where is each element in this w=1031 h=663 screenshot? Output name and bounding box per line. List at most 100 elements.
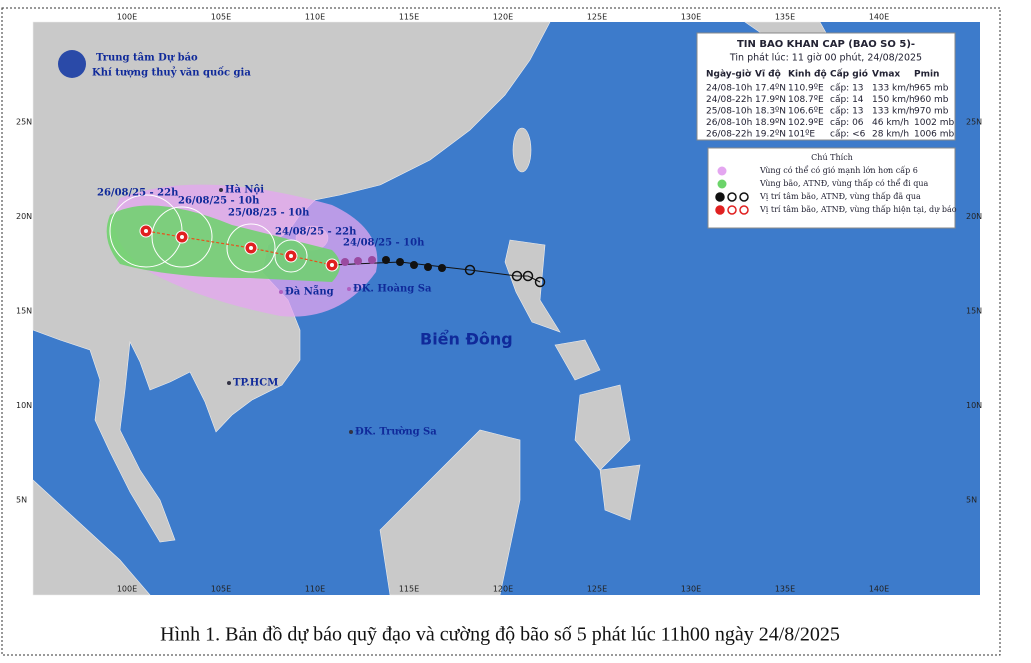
- forecast-label: 25/08/25 - 10h: [228, 208, 310, 219]
- lon-label: 120E: [493, 585, 513, 594]
- place-dot: [279, 290, 283, 294]
- forecast-label: 26/08/25 - 10h: [178, 196, 260, 207]
- place-label: Hà Nội: [225, 185, 264, 196]
- lon-label: 105E: [211, 13, 231, 22]
- table-cell: 17.4ºN: [755, 84, 786, 94]
- caption: Hình 1. Bản đồ dự báo quỹ đạo và cường đ…: [160, 624, 840, 646]
- column-header: Kinh độ: [788, 70, 827, 80]
- forecast-label: 24/08/25 - 10h: [343, 238, 425, 249]
- lat-label: 20N: [966, 212, 982, 221]
- land: [32, 21, 831, 596]
- bulletin-box: [696, 32, 956, 141]
- table-cell: cấp: 13: [830, 83, 864, 94]
- lon-label: 100E: [117, 13, 137, 22]
- forecast-position-eye: [249, 246, 253, 250]
- legend-title: Chú Thích: [811, 153, 853, 162]
- table-cell: 24/08-10h: [706, 84, 752, 94]
- lon-label: 120E: [493, 13, 513, 22]
- lat-label: 5N: [966, 496, 977, 505]
- forecast-position-eye: [330, 263, 334, 267]
- table-cell: cấp: 14: [830, 94, 864, 105]
- table-cell: 102.9ºE: [788, 118, 824, 128]
- table-cell: 28 km/h: [872, 130, 909, 140]
- table-cell: 26/08-22h: [706, 130, 752, 140]
- past-position: [534, 276, 546, 288]
- table-cell: 960 mb: [914, 95, 949, 105]
- lat-label: 5N: [16, 496, 27, 505]
- logo: [58, 50, 86, 78]
- table-cell: 18.3ºN: [755, 107, 786, 117]
- forecast-position-eye: [289, 254, 293, 258]
- table-cell: 965 mb: [914, 84, 949, 94]
- place-dot: [347, 287, 351, 291]
- lat-label: 20N: [16, 212, 32, 221]
- past-position: [410, 261, 418, 269]
- past-position: [382, 256, 390, 264]
- lon-label: 140E: [869, 13, 889, 22]
- bulletin-issued: Tin phát lúc: 11 giờ 00 phút, 24/08/2025: [729, 53, 922, 64]
- column-header: Ngày-giờ: [706, 69, 752, 80]
- legend-item: Vị trí tâm bão, ATNĐ, vùng thấp hiện tại…: [759, 205, 957, 214]
- table-cell: cấp: <6: [830, 129, 866, 140]
- place-label: ĐK. Trường Sa: [355, 427, 437, 438]
- legend-swatch: [739, 192, 749, 202]
- past-position: [396, 258, 404, 266]
- bulletin-title: TIN BAO KHAN CAP (BAO SO 5)-: [737, 39, 915, 50]
- past-position: [424, 263, 432, 271]
- lon-label: 110E: [305, 13, 325, 22]
- lon-label: 125E: [587, 585, 607, 594]
- place-label: Đà Nẵng: [285, 286, 334, 298]
- legend-swatch: [727, 192, 737, 202]
- column-header: Vĩ độ: [755, 70, 781, 80]
- lon-label: 115E: [399, 585, 419, 594]
- legend-item: Vùng bão, ATNĐ, vùng thấp có thể đi qua: [759, 179, 929, 188]
- lat-label: 15N: [966, 307, 982, 316]
- place-label: ĐK. Hoàng Sa: [353, 284, 432, 295]
- table-cell: 18.9ºN: [755, 118, 786, 128]
- lat-label: 10N: [16, 401, 32, 410]
- table-cell: 24/08-22h: [706, 95, 752, 105]
- lon-label: 105E: [211, 585, 231, 594]
- past-position: [511, 270, 523, 282]
- legend-swatch: [727, 205, 737, 215]
- org-line: Khí tượng thuỷ văn quốc gia: [92, 67, 251, 79]
- place-label: TP.HCM: [233, 378, 278, 389]
- lat-label: 10N: [966, 401, 982, 410]
- forecast-label: 26/08/25 - 22h: [97, 188, 179, 199]
- lon-label: 135E: [775, 13, 795, 22]
- table-cell: 133 km/h: [872, 107, 915, 117]
- past-position: [368, 256, 376, 264]
- table-cell: 133 km/h: [872, 84, 915, 94]
- table-cell: 106.6ºE: [788, 107, 824, 117]
- table-cell: cấp: 06: [830, 117, 864, 128]
- legend-swatch: [715, 192, 725, 202]
- past-position: [354, 257, 362, 265]
- place-dot: [219, 188, 223, 192]
- table-cell: 1002 mb: [914, 118, 955, 128]
- column-header: Vmax: [872, 70, 900, 80]
- lon-label: 130E: [681, 585, 701, 594]
- sea-label: Biển Đông: [420, 330, 513, 349]
- table-cell: 101ºE: [788, 130, 815, 140]
- table-cell: 970 mb: [914, 107, 949, 117]
- column-header: Pmin: [914, 70, 939, 80]
- lon-label: 100E: [117, 585, 137, 594]
- past-position: [522, 270, 534, 282]
- table-cell: 110.9ºE: [788, 84, 824, 94]
- column-header: Cấp gió: [830, 69, 868, 80]
- past-position: [464, 264, 476, 276]
- past-position: [438, 264, 446, 272]
- table-cell: 150 km/h: [872, 95, 915, 105]
- legend-swatch: [717, 179, 727, 189]
- forecast-position-eye: [144, 229, 148, 233]
- table-cell: 25/08-10h: [706, 107, 752, 117]
- legend-item: Vùng có thể có gió mạnh lớn hơn cấp 6: [759, 166, 918, 175]
- forecast-position-eye: [180, 235, 184, 239]
- table-cell: 1006 mb: [914, 130, 955, 140]
- lat-label: 25N: [16, 118, 32, 127]
- border: [1, 7, 1001, 656]
- lat-label: 15N: [16, 307, 32, 316]
- lon-label: 130E: [681, 13, 701, 22]
- lon-label: 140E: [869, 585, 889, 594]
